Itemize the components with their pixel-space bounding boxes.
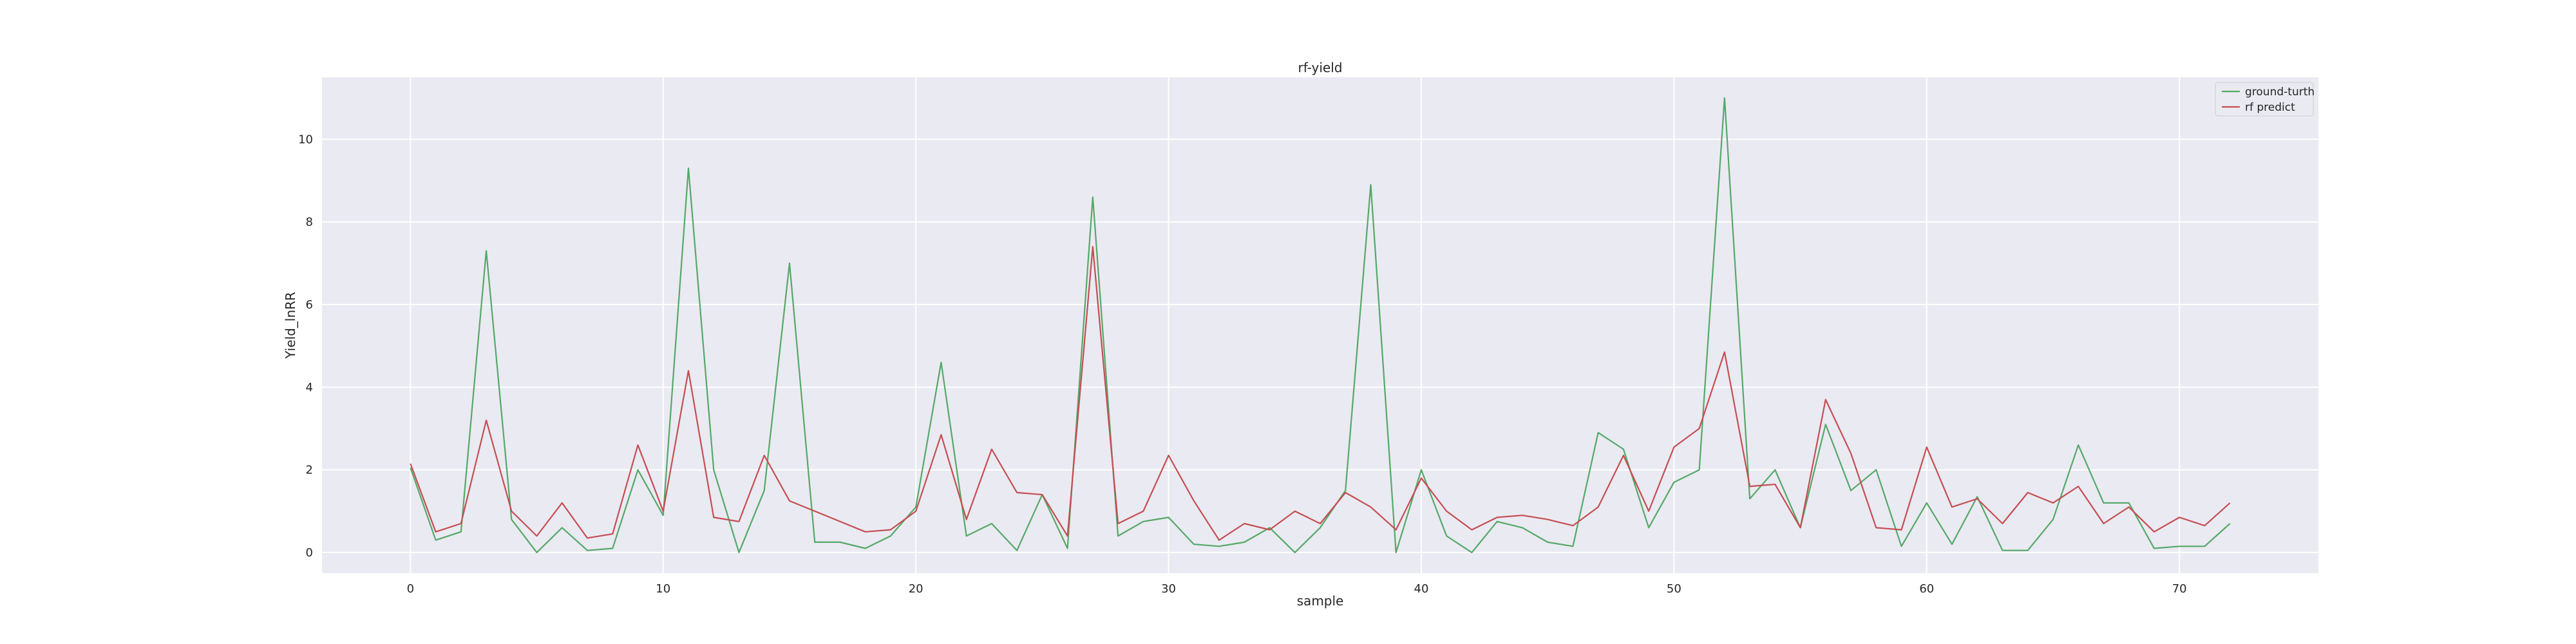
y-tick-label: 0 (306, 546, 313, 560)
y-tick-label: 2 (306, 464, 313, 477)
x-tick-label: 0 (407, 582, 414, 596)
y-tick-label: 6 (306, 298, 313, 312)
legend: ground-turth rf predict (2215, 82, 2315, 117)
x-axis-label: sample (1297, 593, 1344, 609)
x-axis-ticks: 0 10 20 30 40 50 60 70 (407, 582, 2187, 596)
y-axis-label: Yield_lnRR (283, 292, 298, 359)
legend-label-ground-turth: ground-turth (2245, 86, 2315, 99)
x-tick-label: 50 (1667, 582, 1681, 596)
x-tick-label: 70 (2172, 582, 2187, 596)
series-line-rf-predict (410, 245, 2231, 541)
plot-background (322, 77, 2318, 573)
x-tick-label: 20 (909, 582, 923, 596)
y-axis-ticks: 0 2 4 6 8 10 (298, 133, 313, 560)
x-tick-label: 10 (656, 582, 670, 596)
chart-title: rf-yield (1298, 60, 1343, 75)
series-line-ground-turth (410, 97, 2231, 554)
y-tick-label: 8 (306, 216, 313, 229)
y-tick-label: 4 (306, 381, 313, 394)
x-tick-label: 40 (1414, 582, 1429, 596)
y-tick-label: 10 (298, 133, 313, 146)
x-tick-label: 30 (1161, 582, 1176, 596)
series-lines (410, 97, 2231, 554)
x-tick-label: 60 (1919, 582, 1934, 596)
grid (322, 77, 2318, 573)
legend-label-rf-predict: rf predict (2245, 101, 2295, 114)
